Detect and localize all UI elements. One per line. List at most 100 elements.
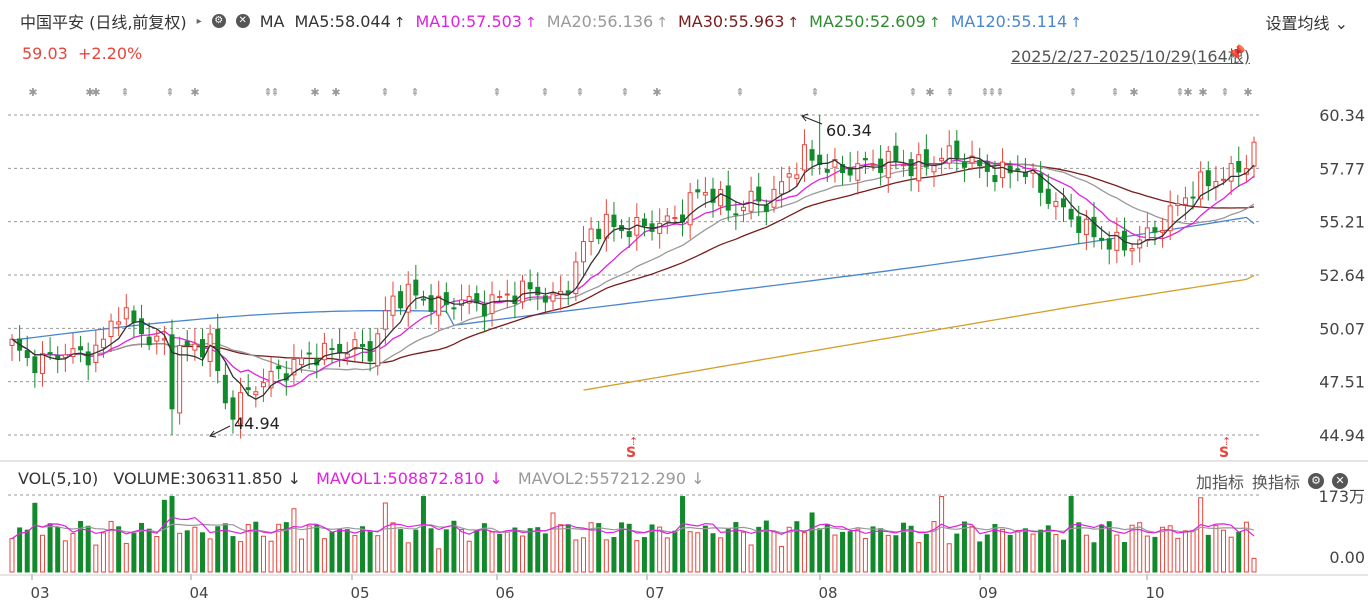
event-marker-icon[interactable]: ✱ xyxy=(331,86,340,99)
event-marker-icon[interactable]: ⇞ xyxy=(1175,86,1184,99)
candle-body xyxy=(611,214,617,228)
candle-body xyxy=(321,342,327,361)
event-marker-icon[interactable]: ⇞ xyxy=(908,86,917,99)
annotations: 60.34 44.94 S ⇡ S ⇡ xyxy=(209,113,1231,461)
event-marker-icon[interactable]: ⇞ xyxy=(945,86,954,99)
volume-bar xyxy=(596,523,602,573)
volume-bar xyxy=(260,535,266,573)
event-marker-icon[interactable]: ⇞ xyxy=(995,86,1004,99)
close-icon[interactable]: ✕ xyxy=(1332,473,1348,489)
candle-body xyxy=(1083,218,1089,236)
event-marker-icon[interactable]: ⇞ xyxy=(1110,86,1119,99)
volume-bar xyxy=(809,512,815,573)
event-marker-icon[interactable]: ⇞ xyxy=(735,86,744,99)
event-marker-icon[interactable]: ✱ xyxy=(28,86,37,99)
candle-body xyxy=(1182,197,1188,205)
event-marker-icon[interactable]: ⇞ xyxy=(575,86,584,99)
event-marker-icon[interactable]: ⇞ xyxy=(620,86,629,99)
ma-settings-button[interactable]: 设置均线 ⌄ xyxy=(1265,10,1348,34)
event-marker-icon[interactable]: ⇞ xyxy=(165,86,174,99)
volume-bar xyxy=(306,525,312,573)
candle-body xyxy=(977,159,983,167)
low-arrow-head xyxy=(209,430,217,438)
candle-body xyxy=(390,295,396,316)
gear-icon[interactable]: ⚙ xyxy=(211,14,226,28)
add-indicator-button[interactable]: 加指标 xyxy=(1195,473,1244,492)
gear-icon[interactable]: ⚙ xyxy=(1308,473,1324,489)
candle-body xyxy=(954,140,960,159)
ma10-line-group xyxy=(11,159,1255,388)
volume-bar xyxy=(321,538,327,573)
month-label: 03 xyxy=(30,584,49,602)
candle-body xyxy=(489,294,495,314)
volume-bar xyxy=(573,539,579,573)
event-marker-icon[interactable]: ⇞ xyxy=(1220,86,1229,99)
volume-bar xyxy=(481,523,487,573)
candle-body xyxy=(62,354,68,358)
ma250-line xyxy=(583,275,1255,391)
volume-bar xyxy=(664,537,670,573)
volume-bar xyxy=(32,502,38,573)
volume-bar xyxy=(588,522,594,573)
event-marker-icon[interactable]: ⇞ xyxy=(987,86,996,99)
event-marker-icon[interactable]: ⇞ xyxy=(410,86,419,99)
event-marker-icon[interactable]: ✱ xyxy=(1183,86,1192,99)
event-marker-icon[interactable]: ✱ xyxy=(925,86,934,99)
candle-body xyxy=(428,295,434,312)
event-marker-icon[interactable]: ⇞ xyxy=(270,86,279,99)
caret-right-icon[interactable]: ▸ xyxy=(196,15,202,27)
mavol1-line xyxy=(11,516,1255,540)
event-marker-icon[interactable]: ✱ xyxy=(190,86,199,99)
volume-bar xyxy=(961,521,967,573)
event-marker-icon[interactable]: ⇞ xyxy=(980,86,989,99)
candle-body xyxy=(984,160,990,172)
event-marker-icon[interactable]: ✱ xyxy=(652,86,661,99)
candle-body xyxy=(1251,141,1257,167)
volume-bar xyxy=(451,520,457,573)
event-marker-icon[interactable]: ⇞ xyxy=(540,86,549,99)
signal-marker-2[interactable]: S xyxy=(1219,445,1229,461)
candle-body xyxy=(565,290,571,294)
candle-body xyxy=(504,293,510,296)
event-marker-icon[interactable]: ⇞ xyxy=(120,86,129,99)
event-marker-icon[interactable]: ⇞ xyxy=(1068,86,1077,99)
volume-value: VOLUME:306311.850 ↓ xyxy=(113,469,301,488)
volume-bar xyxy=(443,529,449,573)
price-axis: 60.34 57.77 55.21 52.64 50.07 47.51 44.94 xyxy=(1319,106,1365,445)
close-icon[interactable]: ✕ xyxy=(235,14,250,28)
price-tick-label: 57.77 xyxy=(1319,159,1365,178)
volume-bar xyxy=(253,521,259,573)
date-range[interactable]: 2025/2/27-2025/10/29(164根) xyxy=(1010,47,1250,66)
volume-bar xyxy=(230,536,236,573)
volume-bar xyxy=(1198,497,1204,573)
volume-bar xyxy=(436,548,442,573)
ma5-value: MA5:58.044 ↑ xyxy=(294,11,406,31)
volume-bar xyxy=(862,538,868,573)
event-marker-icon[interactable]: ✱ xyxy=(1243,86,1252,99)
event-marker-icon[interactable]: ✱ xyxy=(1129,86,1138,99)
candle-body xyxy=(542,295,548,303)
event-marker-icon[interactable]: ⇞ xyxy=(810,86,819,99)
signal-marker-1[interactable]: S xyxy=(626,445,636,461)
event-marker-icon[interactable]: ✱ xyxy=(1198,86,1207,99)
volume-bar xyxy=(489,531,495,573)
event-marker-icon[interactable]: ⇞ xyxy=(492,86,501,99)
volume-bar xyxy=(1182,530,1188,573)
volume-bar xyxy=(1068,496,1074,573)
stock-title[interactable]: 中国平安 (日线,前复权) xyxy=(20,13,187,32)
candle-body xyxy=(740,206,746,211)
candle-body xyxy=(337,343,343,353)
pin-icon[interactable]: 📌 xyxy=(1227,44,1246,62)
event-marker-icon[interactable]: ⇞ xyxy=(380,86,389,99)
mavol2-value: MAVOL2:557212.290 ↓ xyxy=(517,469,705,488)
event-marker-icon[interactable]: ✱ xyxy=(310,86,319,99)
volume-bar xyxy=(580,537,586,573)
event-marker-icon[interactable]: ✱ xyxy=(85,86,94,99)
volume-axis: 173万 0.00 xyxy=(8,487,1365,567)
switch-indicator-button[interactable]: 换指标 xyxy=(1251,473,1300,492)
event-marker-icon[interactable]: ⇞ xyxy=(263,86,272,99)
volume-bar xyxy=(687,531,693,573)
event-marker-icon[interactable]: ✱ xyxy=(91,86,100,99)
volume-bar xyxy=(154,536,160,573)
